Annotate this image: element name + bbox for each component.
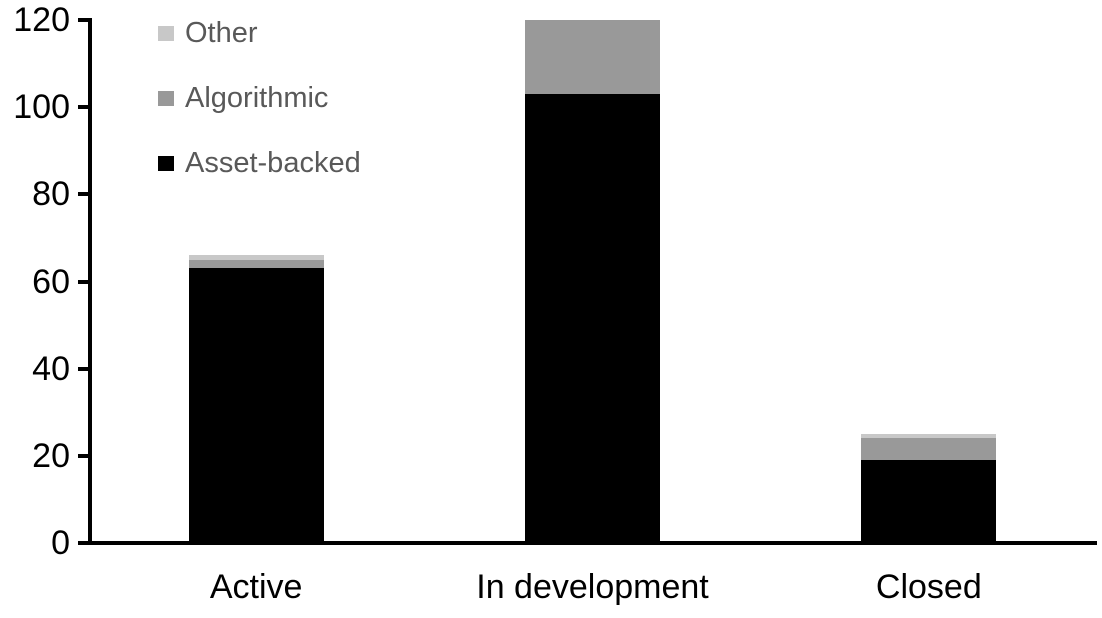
x-category-label: Active [209,568,303,606]
bar-segment-other-closed [861,434,997,439]
y-tick-label: 40 [32,349,70,388]
legend-item-algorithmic: Algorithmic [158,80,328,116]
legend-item-other: Other [158,15,258,51]
bar-segment-algorithmic-active [188,259,324,269]
y-axis-tick [78,105,92,110]
y-axis-tick [78,541,92,545]
y-axis-tick [78,453,92,458]
bar-segment-asset-backed-in-development [525,94,660,543]
x-category-label: In development [476,568,709,606]
x-category-label: Closed [875,568,982,606]
legend-label: Algorithmic [185,82,329,114]
bar-segment-asset-backed-active [188,268,324,543]
y-axis-tick [78,192,92,197]
legend-swatch-asset-backed [158,155,174,171]
y-tick-label: 120 [13,1,70,39]
y-tick-label: 0 [51,524,70,562]
legend-label: Asset-backed [185,147,361,179]
legend-swatch-algorithmic [158,90,174,106]
bar-segment-algorithmic-in-development [525,20,660,95]
bar-segment-asset-backed-closed [861,460,997,543]
legend-label: Other [185,17,258,49]
bar-segment-other-active [188,255,324,260]
y-tick-label: 100 [13,88,70,127]
y-axis-tick [78,279,92,284]
y-tick-label: 60 [32,262,70,301]
bar-segment-algorithmic-closed [861,438,997,461]
y-axis-tick [78,18,92,22]
x-axis-line [88,541,1097,545]
y-tick-label: 80 [32,175,70,214]
legend-item-asset-backed: Asset-backed [158,145,361,181]
y-axis-tick [78,366,92,371]
legend-swatch-other [158,25,174,41]
y-tick-label: 20 [32,436,70,475]
